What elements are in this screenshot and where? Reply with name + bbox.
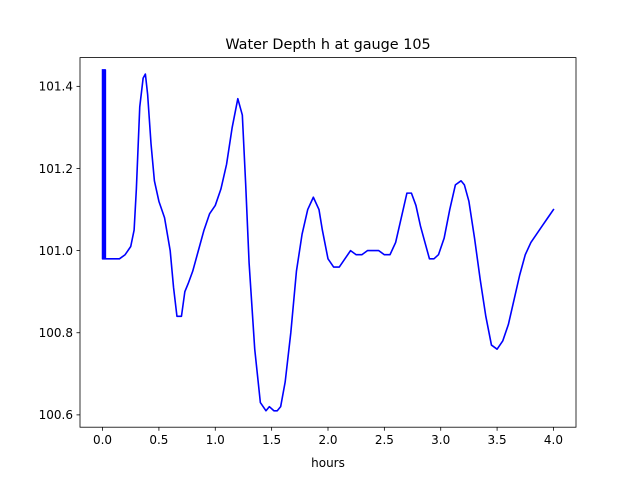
y-tick-label: 101.0 xyxy=(39,244,73,258)
plot-frame xyxy=(79,57,577,428)
chart-title: Water Depth h at gauge 105 xyxy=(225,37,430,53)
series-line xyxy=(101,69,555,412)
x-tick-label: 4.0 xyxy=(544,433,563,447)
x-tick-label: 3.5 xyxy=(488,433,507,447)
plot-layer xyxy=(101,69,555,412)
y-tick-label: 101.4 xyxy=(39,80,73,94)
x-tick-label: 0.5 xyxy=(149,433,168,447)
x-tick-label: 1.0 xyxy=(206,433,225,447)
x-axis-label: hours xyxy=(311,456,345,470)
x-tick-label: 3.0 xyxy=(431,433,450,447)
tick-layer: 0.0 0.5 1.0 1.5 2.0 2.5 3.0 3.5 4.0 100.6 100.8 101… xyxy=(39,80,563,448)
x-tick-label: 1.5 xyxy=(262,433,281,447)
x-tick-label: 2.0 xyxy=(318,433,337,447)
y-tick-label: 100.8 xyxy=(39,326,73,340)
y-tick-label: 100.6 xyxy=(39,408,73,422)
x-tick-label: 2.5 xyxy=(375,433,394,447)
x-tick-label: 0.0 xyxy=(93,433,112,447)
y-tick-label: 101.2 xyxy=(39,162,73,176)
